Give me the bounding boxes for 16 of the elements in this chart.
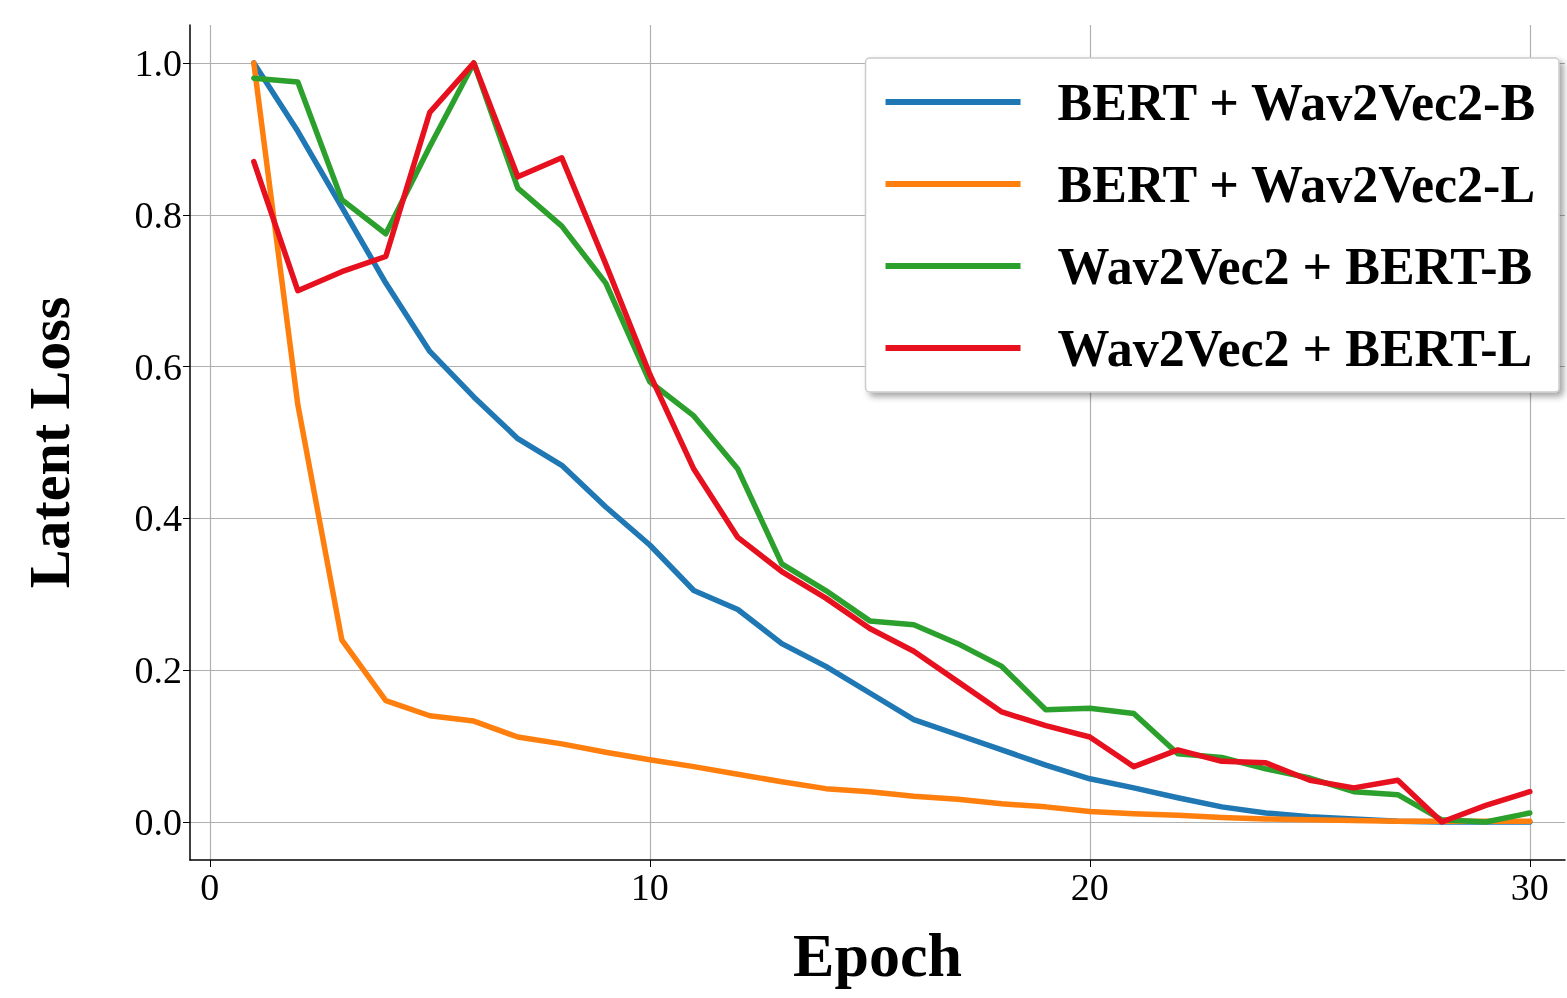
legend-label: BERT + Wav2Vec2-L [1057, 155, 1536, 213]
legend-label: BERT + Wav2Vec2-B [1057, 73, 1536, 131]
x-tick-label: 0 [200, 866, 220, 908]
legend-label: Wav2Vec2 + BERT-B [1057, 237, 1533, 295]
y-tick-label: 0.2 [134, 649, 182, 692]
y-tick-label: 0.4 [134, 497, 182, 540]
x-tick-label: 10 [630, 866, 669, 908]
x-tick-label: 30 [1510, 866, 1549, 908]
x-axis-title: Epoch [793, 921, 962, 989]
y-tick-label: 0.6 [134, 345, 182, 388]
y-tick-label: 1.0 [134, 41, 182, 84]
y-tick-label: 0.0 [134, 801, 182, 844]
x-tick-label: 20 [1070, 866, 1109, 908]
y-tick-label: 0.8 [134, 193, 182, 236]
y-axis-title: Latent Loss [16, 296, 82, 589]
legend-label: Wav2Vec2 + BERT-L [1057, 319, 1533, 377]
